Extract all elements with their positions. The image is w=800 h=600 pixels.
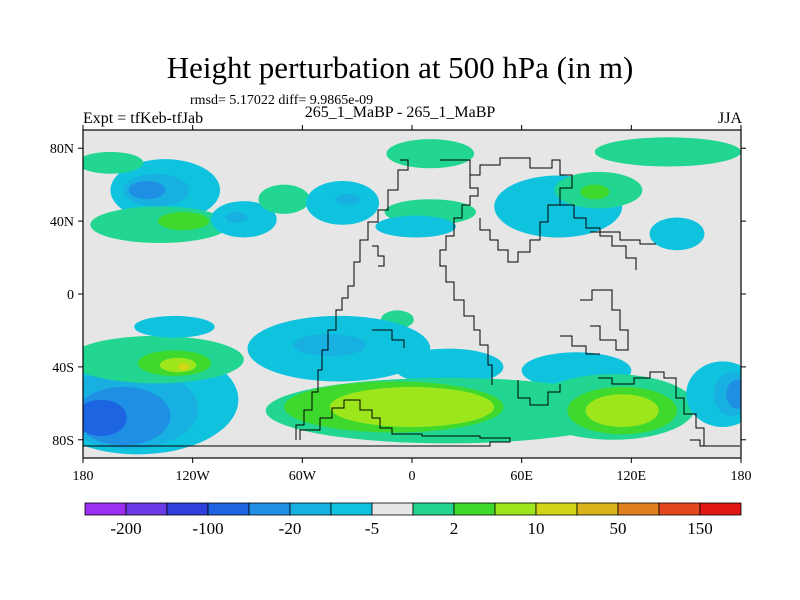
colorbar-swatch — [125, 502, 168, 516]
field-central-pacific-trough-core — [225, 212, 248, 223]
field-arctic-ridge-east — [594, 137, 741, 167]
chart-subtitle: 265_1_MaBP - 265_1_MaBP — [304, 104, 496, 121]
colorbar-swatch — [453, 502, 496, 516]
field-north-pacific-lobe — [83, 151, 144, 174]
coastline-antarctica-east — [690, 439, 740, 447]
colorbar-swatch — [248, 502, 291, 516]
field-south-pacific-trough-upper — [134, 315, 215, 338]
field-asia-ridge-core — [580, 184, 610, 200]
coastline-africa-eurasia — [439, 159, 493, 385]
x-tick-label: 120E — [617, 469, 647, 484]
coastline-south-asia — [580, 289, 629, 351]
colorbar-swatch — [576, 502, 619, 516]
field-southern-ocean-trough-west-core — [293, 334, 367, 356]
y-tick-label: 80N — [50, 142, 74, 157]
field-southern-ocean-ridge-east-core — [585, 394, 659, 428]
colorbar-swatch — [84, 502, 127, 516]
x-tick-label: 180 — [731, 469, 752, 484]
coastline-north-america-east — [372, 245, 385, 267]
coastline-americas — [295, 159, 409, 440]
field-north-pacific-blob-core — [128, 181, 166, 200]
field-europe-trough — [375, 215, 456, 238]
colorbar-label: 2 — [450, 519, 459, 538]
field-south-pacific-ridge-peak — [178, 363, 190, 371]
coastline-east-asia — [560, 204, 637, 270]
colorbar-label: 150 — [687, 519, 713, 538]
field-atlantic-trough-core — [335, 193, 361, 205]
colorbar-swatch — [371, 502, 414, 516]
field-south-pacific-ridge-core — [159, 357, 197, 373]
field-southern-ocean-trough-mid — [393, 348, 504, 386]
colorbar-swatch — [412, 502, 455, 516]
colorbar-label: -5 — [365, 519, 379, 538]
colorbar-swatch — [289, 502, 332, 516]
field-pacific-east-trough — [649, 217, 705, 251]
y-tick-label: 0 — [67, 288, 74, 303]
x-tick-label: 60W — [289, 469, 317, 484]
stats-text: rmsd= 5.17022 diff= 9.9865e-09 — [190, 93, 374, 108]
coastline-antarctica — [83, 399, 511, 447]
colorbar-swatch — [699, 502, 742, 516]
coastline-eurasia-north — [470, 157, 573, 263]
x-tick-label: 120W — [176, 469, 211, 484]
field-central-pacific-ridge — [258, 184, 310, 214]
field-antarctic-trough-east-core — [726, 379, 741, 409]
field-arctic-ridge-west — [386, 139, 475, 169]
colorbar-swatch — [617, 502, 660, 516]
chart-title: Height perturbation at 500 hPa (in m) — [166, 50, 634, 85]
field-north-pacific-ridge-core — [157, 212, 210, 231]
colorbar-swatch — [658, 502, 701, 516]
coastline-west-africa — [372, 329, 405, 348]
y-tick-label: 40S — [52, 361, 74, 376]
y-tick-label: 80S — [52, 434, 74, 449]
colorbar-label: -200 — [110, 519, 141, 538]
colorbar-swatch — [166, 502, 209, 516]
coastline-southern-africa — [517, 380, 561, 406]
experiment-label: Expt = tfKeb-tfJab — [83, 110, 204, 127]
colorbar-swatch — [207, 502, 250, 516]
field-southern-ocean-ridge-west-core — [329, 386, 495, 428]
colorbar-label: 50 — [610, 519, 627, 538]
coastline-east-asia-islands — [590, 231, 656, 245]
colorbar-swatch — [330, 502, 373, 516]
coastline-australia — [598, 371, 705, 446]
colorbar-label: -20 — [279, 519, 302, 538]
colorbar-swatch — [494, 502, 537, 516]
season-label: JJA — [717, 110, 742, 127]
x-tick-label: 180 — [73, 469, 94, 484]
colorbar-label: -100 — [192, 519, 223, 538]
x-tick-label: 0 — [409, 469, 416, 484]
coastline-southeast-asia — [560, 335, 600, 355]
colorbar-label: 10 — [528, 519, 545, 538]
y-tick-label: 40N — [50, 215, 74, 230]
x-tick-label: 60E — [510, 469, 533, 484]
colorbar-swatch — [535, 502, 578, 516]
field-north-pacific-south-ridge — [90, 206, 230, 243]
field-south-pacific-trough-core — [83, 399, 127, 437]
